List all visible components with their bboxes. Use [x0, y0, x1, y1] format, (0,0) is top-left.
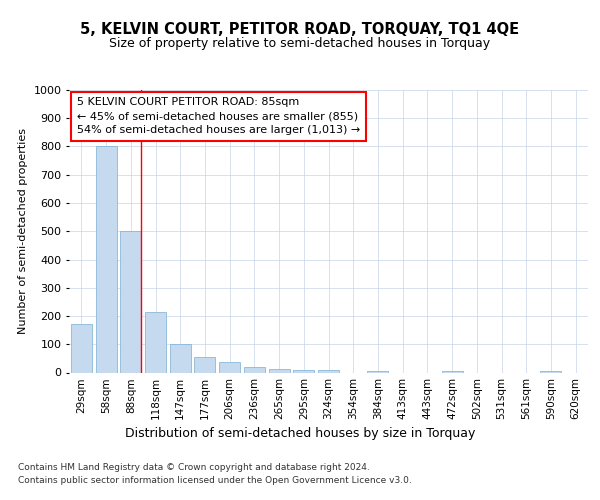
Text: Contains public sector information licensed under the Open Government Licence v3: Contains public sector information licen…: [18, 476, 412, 485]
Bar: [95, 146, 116, 372]
Bar: [541, 370, 562, 372]
Bar: [194, 357, 215, 372]
Text: Contains HM Land Registry data © Crown copyright and database right 2024.: Contains HM Land Registry data © Crown c…: [18, 462, 370, 471]
Bar: [71, 324, 92, 372]
Text: 5, KELVIN COURT, PETITOR ROAD, TORQUAY, TQ1 4QE: 5, KELVIN COURT, PETITOR ROAD, TORQUAY, …: [80, 22, 520, 38]
Bar: [367, 370, 388, 372]
Text: Size of property relative to semi-detached houses in Torquay: Size of property relative to semi-detach…: [109, 38, 491, 51]
Bar: [269, 369, 290, 372]
Text: 5 KELVIN COURT PETITOR ROAD: 85sqm
← 45% of semi-detached houses are smaller (85: 5 KELVIN COURT PETITOR ROAD: 85sqm ← 45%…: [77, 97, 360, 135]
Bar: [145, 312, 166, 372]
Y-axis label: Number of semi-detached properties: Number of semi-detached properties: [18, 128, 28, 334]
Bar: [170, 344, 191, 372]
Bar: [244, 368, 265, 372]
Text: Distribution of semi-detached houses by size in Torquay: Distribution of semi-detached houses by …: [125, 428, 475, 440]
Bar: [219, 362, 240, 372]
Bar: [120, 231, 141, 372]
Bar: [318, 370, 339, 372]
Bar: [293, 370, 314, 372]
Bar: [442, 370, 463, 372]
